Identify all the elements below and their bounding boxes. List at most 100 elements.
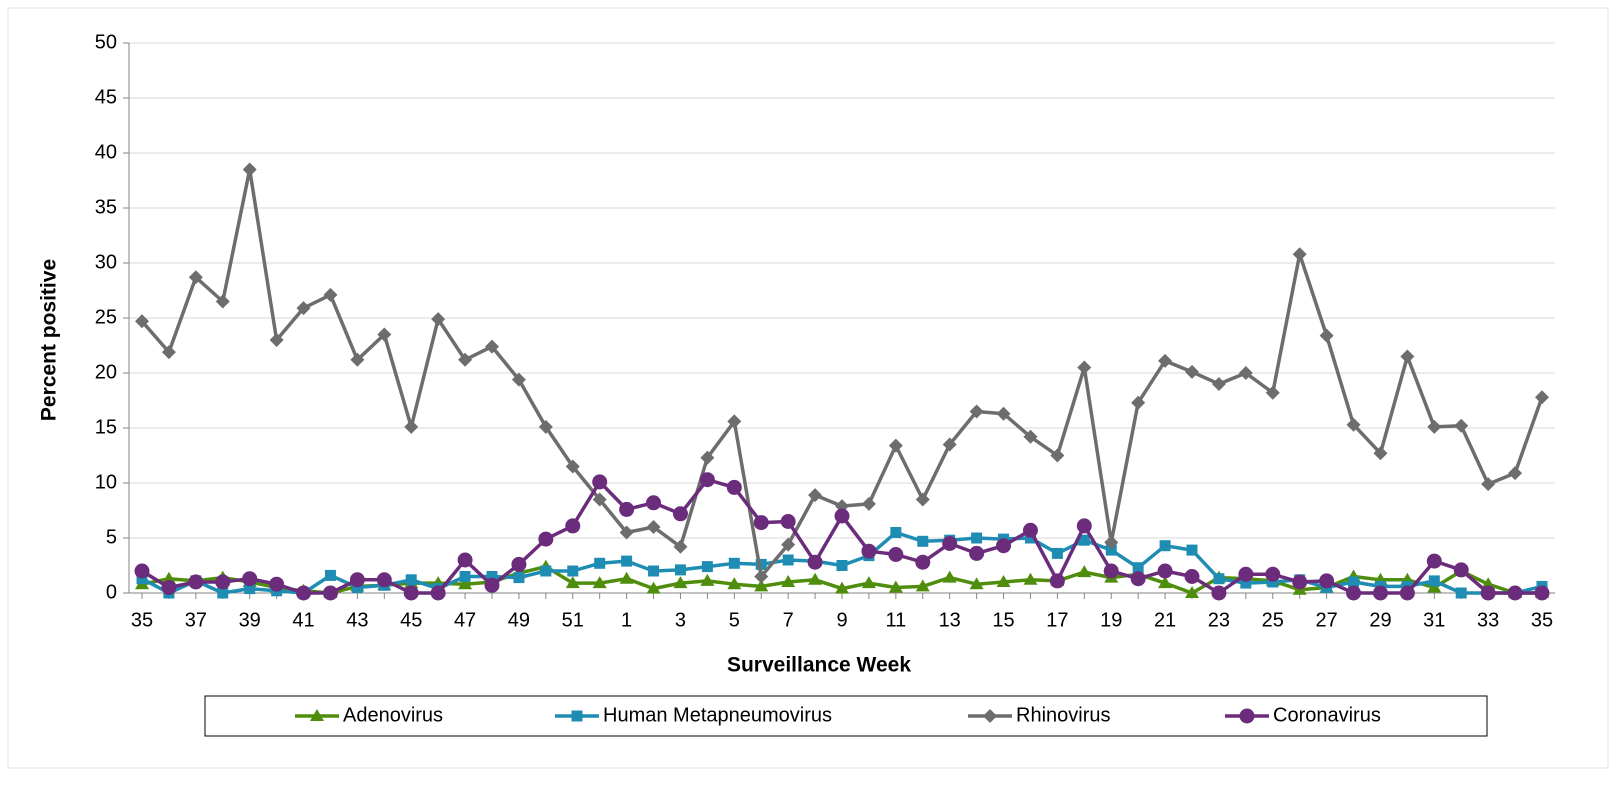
data-point [701, 561, 713, 573]
y-tick-label: 35 [95, 196, 117, 218]
data-point [888, 547, 904, 562]
data-point [619, 525, 634, 540]
y-tick-label: 0 [106, 581, 117, 603]
x-tick-label: 43 [346, 609, 368, 631]
data-point [1265, 385, 1280, 400]
data-point [700, 573, 715, 586]
data-point [1051, 547, 1063, 559]
x-tick-label: 35 [1531, 609, 1553, 631]
data-point [1159, 540, 1171, 552]
y-tick-label: 50 [95, 31, 117, 53]
x-tick-label: 29 [1369, 609, 1391, 631]
data-point [1346, 417, 1361, 432]
data-point [188, 574, 204, 590]
data-point [1186, 544, 1198, 556]
data-point [269, 333, 284, 347]
x-tick-label: 19 [1100, 609, 1122, 631]
data-point [538, 531, 554, 547]
data-point [674, 564, 686, 576]
data-point [1480, 585, 1496, 601]
data-point [1535, 390, 1549, 405]
legend-marker [310, 709, 324, 721]
legend-marker [1239, 708, 1255, 724]
data-point [377, 327, 392, 342]
data-point [915, 579, 930, 592]
data-point [807, 554, 823, 570]
data-point [621, 555, 633, 567]
data-point [1265, 566, 1281, 582]
data-point [1238, 366, 1253, 380]
data-point [594, 557, 606, 569]
x-tick-label: 31 [1423, 609, 1445, 631]
data-point [1508, 466, 1523, 481]
data-point [1130, 571, 1146, 587]
data-point [244, 583, 256, 595]
data-point [1050, 448, 1065, 463]
data-point [1453, 562, 1469, 578]
x-tick-label: 11 [885, 609, 906, 631]
data-point [754, 569, 769, 584]
data-point [673, 539, 688, 554]
data-point [1104, 535, 1119, 550]
x-tick-label: 21 [1154, 609, 1176, 631]
data-point [350, 352, 365, 367]
data-point [484, 577, 500, 593]
data-point [296, 585, 312, 601]
data-point [1238, 566, 1254, 582]
y-tick-label: 45 [95, 86, 117, 108]
data-point [971, 532, 983, 544]
data-point [890, 527, 902, 538]
data-point [215, 294, 230, 309]
data-point [136, 573, 148, 585]
data-point [1427, 580, 1442, 593]
data-point [1348, 576, 1360, 588]
data-point [1022, 522, 1038, 538]
data-point [323, 287, 338, 302]
data-point [755, 558, 767, 570]
data-point [376, 572, 392, 588]
x-tick-label: 5 [729, 609, 740, 631]
data-point [1023, 572, 1038, 585]
data-point [1428, 575, 1440, 587]
data-point [673, 576, 688, 589]
data-point [349, 572, 365, 588]
data-point [134, 563, 150, 579]
data-point [1049, 573, 1065, 589]
data-point [458, 577, 473, 590]
data-point [188, 270, 203, 285]
x-tick-label: 17 [1046, 609, 1068, 631]
data-point [648, 565, 660, 577]
x-tick-label: 41 [292, 609, 314, 631]
data-point [861, 543, 877, 559]
data-point [592, 492, 607, 507]
data-point [781, 537, 796, 552]
x-tick-label: 23 [1208, 609, 1230, 631]
data-point [215, 574, 231, 590]
data-point [296, 301, 311, 316]
data-point [351, 582, 363, 593]
data-point [996, 538, 1012, 554]
data-point [754, 579, 769, 592]
y-tick-label: 20 [95, 361, 117, 383]
data-point [1426, 553, 1442, 569]
data-point [1372, 585, 1388, 601]
data-point [1346, 585, 1362, 601]
data-point [540, 565, 552, 577]
data-point [1240, 577, 1252, 589]
x-tick-label: 39 [239, 609, 261, 631]
data-point [619, 571, 634, 584]
x-tick-label: 47 [454, 609, 476, 631]
data-point [996, 406, 1011, 421]
x-tick-label: 33 [1477, 609, 1499, 631]
data-point [486, 571, 498, 582]
x-tick-label: 27 [1315, 609, 1337, 631]
data-point [1077, 360, 1092, 375]
data-point [1158, 353, 1173, 368]
data-point [969, 577, 984, 590]
data-point [1132, 562, 1144, 574]
data-point [565, 459, 580, 474]
data-point [1076, 518, 1092, 534]
x-tick-label: 13 [939, 609, 961, 631]
data-point [457, 552, 473, 568]
data-point [699, 472, 715, 488]
